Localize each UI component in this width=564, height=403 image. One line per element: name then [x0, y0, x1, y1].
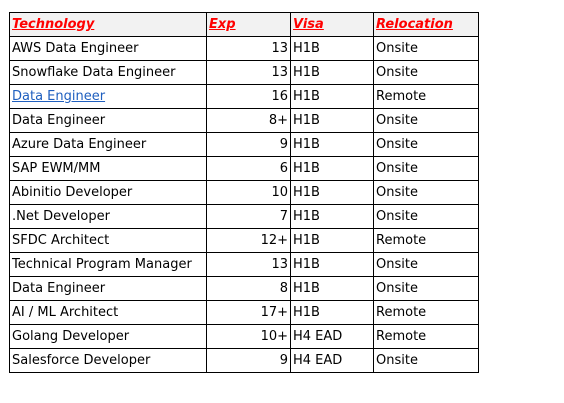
- visa-cell: H1B: [290, 204, 374, 229]
- relocation-cell: Onsite: [373, 180, 479, 205]
- table-header: Technology Exp Visa Relocation: [9, 12, 479, 37]
- technology-cell: Azure Data Engineer: [9, 132, 207, 157]
- exp-cell: 8+: [206, 108, 291, 133]
- exp-cell: 10: [206, 180, 291, 205]
- technology-cell: AWS Data Engineer: [9, 36, 207, 61]
- technology-cell: AI / ML Architect: [9, 300, 207, 325]
- exp-cell: 10+: [206, 324, 291, 349]
- visa-cell: H4 EAD: [290, 324, 374, 349]
- exp-cell: 8: [206, 276, 291, 301]
- relocation-cell: Onsite: [373, 36, 479, 61]
- relocation-cell: Onsite: [373, 108, 479, 133]
- relocation-cell: Onsite: [373, 60, 479, 85]
- header-exp[interactable]: Exp: [206, 12, 291, 37]
- relocation-cell: Onsite: [373, 204, 479, 229]
- exp-cell: 13: [206, 36, 291, 61]
- exp-cell: 12+: [206, 228, 291, 253]
- visa-cell: H1B: [290, 180, 374, 205]
- visa-cell: H1B: [290, 132, 374, 157]
- technology-link[interactable]: Data Engineer: [12, 89, 106, 104]
- relocation-cell: Onsite: [373, 348, 479, 373]
- exp-cell: 13: [206, 252, 291, 277]
- exp-cell: 6: [206, 156, 291, 181]
- table-row: Azure Data Engineer 9 H1B Onsite: [9, 132, 479, 157]
- visa-cell: H1B: [290, 276, 374, 301]
- visa-cell: H4 EAD: [290, 348, 374, 373]
- visa-cell: H1B: [290, 60, 374, 85]
- table-row: AI / ML Architect 17+ H1B Remote: [9, 300, 479, 325]
- technology-cell: Snowflake Data Engineer: [9, 60, 207, 85]
- visa-cell: H1B: [290, 108, 374, 133]
- relocation-cell: Onsite: [373, 252, 479, 277]
- technology-cell: .Net Developer: [9, 204, 207, 229]
- table-row: Snowflake Data Engineer 13 H1B Onsite: [9, 60, 479, 85]
- technology-cell: Data Engineer: [9, 276, 207, 301]
- technology-cell: SFDC Architect: [9, 228, 207, 253]
- table-row: AWS Data Engineer 13 H1B Onsite: [9, 36, 479, 61]
- table-row: SAP EWM/MM 6 H1B Onsite: [9, 156, 479, 181]
- relocation-cell: Onsite: [373, 276, 479, 301]
- table-row: Abinitio Developer 10 H1B Onsite: [9, 180, 479, 205]
- header-visa[interactable]: Visa: [290, 12, 374, 37]
- relocation-cell: Onsite: [373, 156, 479, 181]
- exp-cell: 16: [206, 84, 291, 109]
- relocation-cell: Remote: [373, 84, 479, 109]
- table-body: AWS Data Engineer 13 H1B Onsite Snowflak…: [9, 36, 479, 373]
- table-row: Data Engineer 8 H1B Onsite: [9, 276, 479, 301]
- relocation-cell: Remote: [373, 324, 479, 349]
- technology-cell: Data Engineer: [9, 108, 207, 133]
- exp-cell: 9: [206, 132, 291, 157]
- visa-cell: H1B: [290, 252, 374, 277]
- exp-cell: 17+: [206, 300, 291, 325]
- relocation-cell: Remote: [373, 300, 479, 325]
- table-row: Salesforce Developer 9 H4 EAD Onsite: [9, 348, 479, 373]
- table-row: Data Engineer 16 H1B Remote: [9, 84, 479, 109]
- technology-cell: Abinitio Developer: [9, 180, 207, 205]
- table-row: Technical Program Manager 13 H1B Onsite: [9, 252, 479, 277]
- table-row: Data Engineer 8+ H1B Onsite: [9, 108, 479, 133]
- header-row: Technology Exp Visa Relocation: [9, 12, 479, 37]
- table-row: .Net Developer 7 H1B Onsite: [9, 204, 479, 229]
- technology-cell: Golang Developer: [9, 324, 207, 349]
- relocation-cell: Onsite: [373, 132, 479, 157]
- technology-cell: Data Engineer: [9, 84, 207, 109]
- visa-cell: H1B: [290, 84, 374, 109]
- technology-cell: SAP EWM/MM: [9, 156, 207, 181]
- visa-cell: H1B: [290, 36, 374, 61]
- table-row: SFDC Architect 12+ H1B Remote: [9, 228, 479, 253]
- visa-cell: H1B: [290, 300, 374, 325]
- visa-cell: H1B: [290, 228, 374, 253]
- header-technology[interactable]: Technology: [9, 12, 207, 37]
- exp-cell: 7: [206, 204, 291, 229]
- exp-cell: 13: [206, 60, 291, 85]
- technology-cell: Salesforce Developer: [9, 348, 207, 373]
- relocation-cell: Remote: [373, 228, 479, 253]
- job-requirements-table: Technology Exp Visa Relocation AWS Data …: [9, 12, 479, 373]
- header-relocation[interactable]: Relocation: [373, 12, 479, 37]
- table-row: Golang Developer 10+ H4 EAD Remote: [9, 324, 479, 349]
- technology-cell: Technical Program Manager: [9, 252, 207, 277]
- visa-cell: H1B: [290, 156, 374, 181]
- exp-cell: 9: [206, 348, 291, 373]
